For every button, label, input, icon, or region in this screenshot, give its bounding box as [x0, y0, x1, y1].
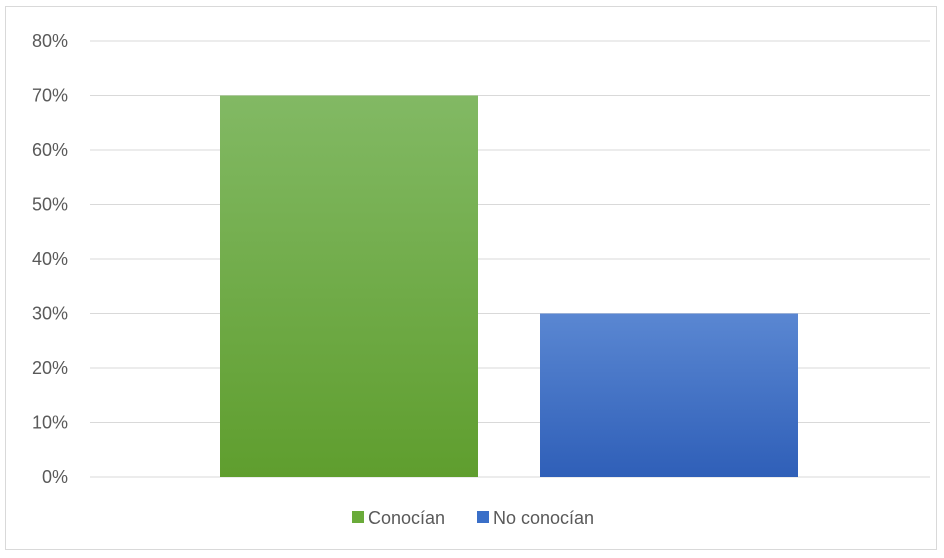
y-tick-label: 50% [32, 195, 68, 215]
y-tick-label: 80% [32, 31, 68, 51]
legend: Conocían No conocían [352, 508, 594, 528]
gridlines [90, 40, 930, 478]
y-tick-label: 60% [32, 140, 68, 160]
y-tick-label: 10% [32, 413, 68, 433]
bar-no-conocian [540, 313, 798, 477]
legend-swatch-no-conocian [477, 511, 489, 523]
legend-label-conocian: Conocían [368, 508, 445, 528]
bars [220, 95, 798, 477]
y-tick-label: 30% [32, 304, 68, 324]
y-tick-label: 70% [32, 86, 68, 106]
y-tick-label: 40% [32, 249, 68, 269]
y-axis-tick-labels: 0% 10% 20% 30% 40% 50% 60% 70% 80% [32, 31, 68, 487]
legend-label-no-conocian: No conocían [493, 508, 594, 528]
bar-conocian [220, 95, 478, 477]
legend-swatch-conocian [352, 511, 364, 523]
y-tick-label: 20% [32, 358, 68, 378]
y-tick-label: 0% [42, 467, 68, 487]
